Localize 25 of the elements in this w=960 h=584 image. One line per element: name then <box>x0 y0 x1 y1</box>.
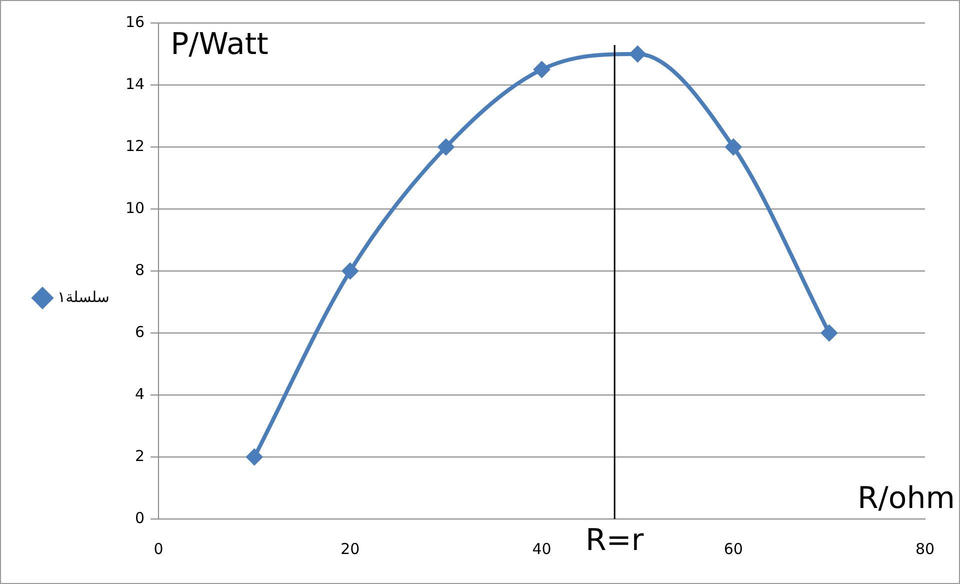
y-tick-label: 16 <box>125 12 145 31</box>
y-tick-label: 6 <box>135 322 145 341</box>
y-tick-label: 12 <box>125 136 145 155</box>
legend-label: سلسلة١ <box>58 288 110 306</box>
x-tick-label: 40 <box>532 540 552 558</box>
y-tick-label: 4 <box>135 384 145 403</box>
y-axis-title: P/Watt <box>170 26 269 62</box>
point <box>342 262 359 280</box>
point <box>629 46 646 62</box>
point <box>437 138 454 156</box>
y-tick-label: 14 <box>125 74 145 93</box>
x-tick-label: 80 <box>915 540 935 558</box>
y-tick-label: 8 <box>135 260 145 279</box>
y-tick-label: 0 <box>135 508 145 527</box>
point <box>820 324 838 342</box>
x-axis-title: R/ohm <box>857 480 955 516</box>
x-tick-label: 60 <box>724 540 743 558</box>
point <box>246 448 263 466</box>
point <box>724 138 742 156</box>
ref-line-label: R=r <box>585 522 644 558</box>
x-tick-label: 0 <box>154 540 164 558</box>
y-tick-label: 10 <box>125 198 145 217</box>
x-tick-label: 20 <box>340 540 360 558</box>
point <box>533 61 550 78</box>
y-tick-label: 2 <box>135 446 145 465</box>
